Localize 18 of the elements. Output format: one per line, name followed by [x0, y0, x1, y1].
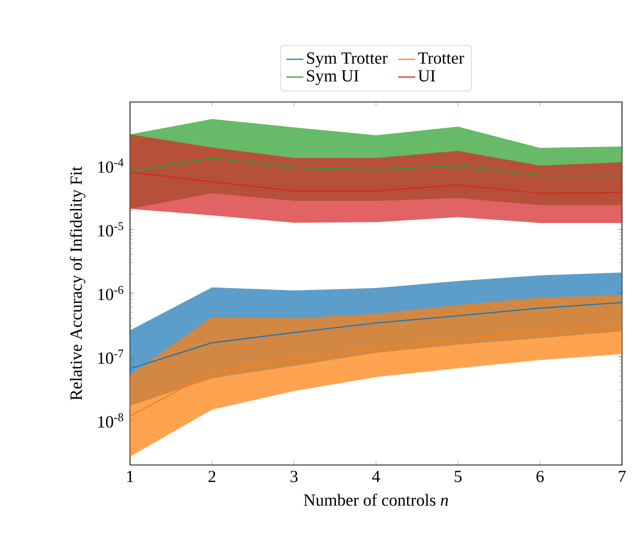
y-tick-label: 10$^{-8}$ — [98, 413, 124, 428]
x-tick-label: 5 — [454, 470, 462, 482]
x-axis-title: Number of controls n — [304, 494, 448, 506]
legend-label: Sym Trotter — [307, 52, 388, 68]
y-tick-label: 10$^{-6}$ — [98, 286, 124, 300]
x-tick-label: 6 — [536, 470, 544, 482]
y-tick-label: 10$^{-7}$ — [98, 350, 124, 364]
x-tick-label: 4 — [372, 470, 380, 482]
y-axis-title: Relative Accuracy of Infidelity Fit — [70, 166, 86, 400]
legend-label: UI — [418, 70, 436, 82]
x-tick-label: 1 — [127, 470, 134, 482]
legend-label: Sym UI — [307, 70, 359, 86]
legend-label: Trotter — [418, 52, 464, 64]
y-tick-label: 10$^{-5}$ — [98, 222, 124, 236]
x-tick-label: 7 — [618, 470, 626, 482]
y-tick-label: 10$^{-4}$ — [98, 158, 124, 173]
x-tick-label: 3 — [290, 470, 298, 482]
x-tick-label: 2 — [208, 470, 216, 482]
